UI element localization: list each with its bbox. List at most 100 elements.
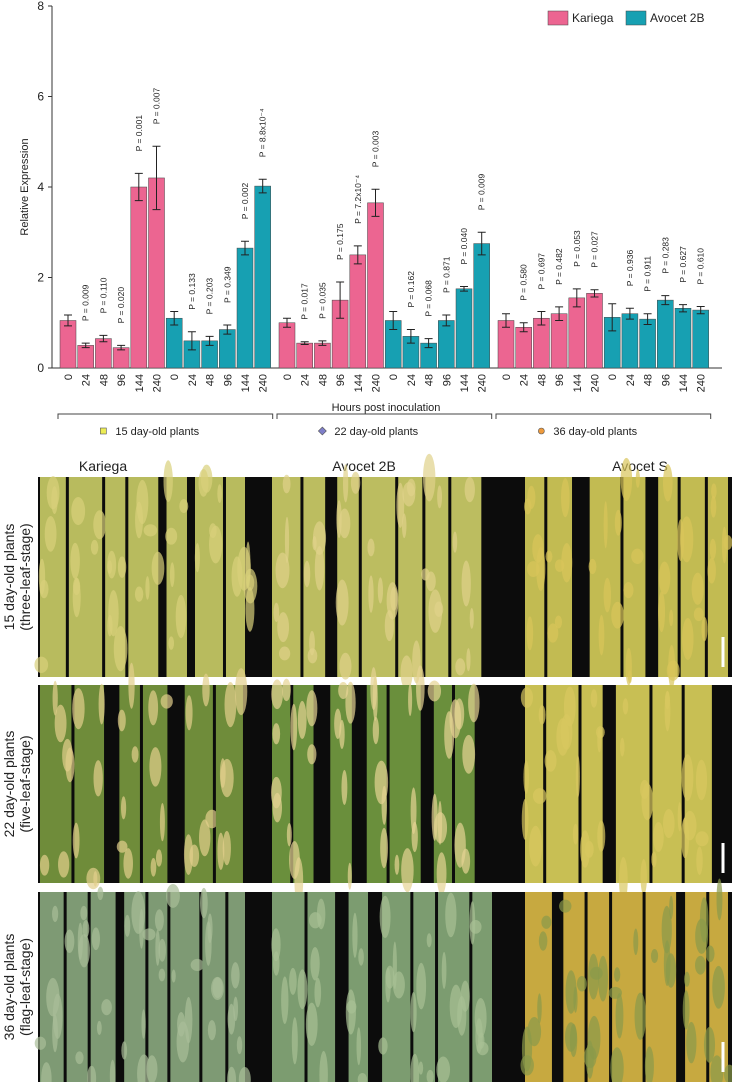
leaf-lesion bbox=[350, 471, 361, 494]
p-value: P = 0.610 bbox=[696, 248, 706, 285]
leaf-lesion bbox=[379, 895, 391, 939]
leaf-lesion bbox=[271, 679, 283, 710]
leaf-lesion bbox=[34, 656, 49, 673]
leaf-lesion bbox=[34, 1036, 47, 1050]
leaf-lesion bbox=[231, 962, 240, 989]
row-label: 36 day-old plants bbox=[1, 934, 17, 1041]
leaf-lesion bbox=[705, 945, 715, 963]
leaf-lesion bbox=[179, 499, 189, 514]
bar bbox=[367, 202, 384, 369]
legend-swatch bbox=[547, 10, 569, 26]
leaf-lesion bbox=[572, 823, 579, 845]
leaf-lesion bbox=[234, 668, 248, 716]
p-value: P = 0.349 bbox=[222, 266, 232, 303]
error-bar bbox=[300, 341, 309, 345]
x-tick-label: 48 bbox=[424, 374, 436, 386]
x-tick-label: 0 bbox=[501, 374, 513, 380]
leaf-lesion bbox=[709, 538, 717, 560]
leaf-lesion bbox=[109, 1059, 116, 1082]
leaf-lesion bbox=[554, 615, 563, 629]
leaf-lesion bbox=[527, 485, 536, 510]
leaf-lesion bbox=[91, 927, 100, 951]
leaf-lesion bbox=[236, 1036, 243, 1055]
x-tick-label: 48 bbox=[205, 374, 217, 386]
p-value: P = 0.283 bbox=[660, 237, 670, 274]
leaf-lesion bbox=[158, 968, 166, 982]
leaf-lesion bbox=[433, 812, 448, 844]
leaf-lesion bbox=[590, 689, 598, 708]
leaf-lesion bbox=[529, 825, 543, 867]
group-label: 36 day-old plants bbox=[553, 426, 637, 438]
error-bar bbox=[477, 231, 486, 256]
error-bar bbox=[643, 313, 652, 326]
leaf-lesion bbox=[696, 846, 703, 875]
leaf-lesion bbox=[385, 965, 395, 989]
x-tick-label: 240 bbox=[371, 374, 383, 392]
error-bar bbox=[318, 340, 327, 346]
leaf-lesion bbox=[339, 719, 345, 750]
leaf-lesion bbox=[93, 760, 103, 797]
p-value: P = 0.203 bbox=[205, 278, 215, 315]
leaf-lesion bbox=[418, 1061, 424, 1075]
leaf-lesion bbox=[436, 852, 447, 895]
error-bar bbox=[258, 178, 267, 194]
x-tick-label: 240 bbox=[258, 374, 270, 392]
leaf-lesion bbox=[307, 648, 318, 664]
leaf-lesion bbox=[641, 783, 654, 821]
leaf-lesion bbox=[289, 967, 297, 995]
p-value: P = 0.020 bbox=[116, 287, 126, 324]
leaf-lesion bbox=[408, 683, 413, 717]
p-value: P = 0.627 bbox=[678, 246, 688, 283]
leaf-lesion bbox=[70, 542, 80, 579]
leaf bbox=[90, 892, 116, 1082]
leaf-lesion bbox=[52, 905, 59, 922]
leaf-lesion bbox=[597, 955, 608, 1002]
leaf-lesion bbox=[271, 776, 282, 809]
p-value: P = 0.936 bbox=[625, 250, 635, 287]
leaf-lesion bbox=[699, 897, 709, 943]
bar bbox=[219, 329, 236, 369]
leaf-lesion bbox=[120, 796, 127, 820]
leaf-lesion bbox=[155, 929, 160, 966]
error-bar bbox=[442, 314, 451, 327]
leaf-lesion bbox=[370, 667, 377, 711]
leaf-lesion bbox=[367, 538, 375, 557]
p-value: P = 0.911 bbox=[643, 256, 653, 292]
x-axis-label: Hours post inoculation bbox=[332, 402, 441, 414]
leaf-lesion bbox=[306, 690, 318, 727]
y-tick-label: 8 bbox=[37, 0, 44, 13]
leaf-lesion bbox=[101, 999, 112, 1016]
leaf-lesion bbox=[454, 698, 465, 730]
leaf-lesion bbox=[282, 474, 291, 494]
leaf-lesion bbox=[663, 940, 671, 987]
row-label: 15 day-old plants bbox=[1, 524, 17, 631]
leaf-lesion bbox=[462, 734, 476, 774]
p-value: P = 0.040 bbox=[459, 228, 469, 265]
leaf-lesion bbox=[314, 546, 325, 591]
error-bar bbox=[460, 286, 468, 292]
leaf-lesion bbox=[644, 1046, 654, 1082]
error-bar bbox=[152, 145, 161, 211]
leaf-lesion bbox=[538, 931, 548, 951]
leaf-lesion bbox=[561, 542, 573, 583]
leaf-lesion bbox=[121, 1041, 128, 1060]
leaf-lesion bbox=[271, 928, 281, 962]
error-bar bbox=[406, 329, 415, 344]
leaf-lesion bbox=[401, 848, 414, 893]
leaf-lesion bbox=[143, 524, 158, 537]
error-bar bbox=[389, 310, 398, 331]
leaf-lesion bbox=[545, 550, 553, 563]
leaf-lesion bbox=[107, 550, 117, 579]
x-tick-label: 144 bbox=[459, 374, 471, 392]
leaf-lesion bbox=[575, 755, 580, 798]
bar bbox=[621, 313, 639, 369]
x-tick-label: 0 bbox=[63, 374, 75, 380]
error-bar bbox=[205, 335, 214, 346]
leaf-lesion bbox=[695, 955, 706, 975]
group-label: 22 day-old plants bbox=[334, 426, 418, 438]
leaf-lesion bbox=[279, 646, 291, 661]
leaf-lesion bbox=[168, 636, 175, 650]
x-tick-label: 144 bbox=[240, 374, 252, 392]
leaf-lesion bbox=[289, 840, 300, 880]
p-value: P = 0.162 bbox=[406, 271, 416, 308]
